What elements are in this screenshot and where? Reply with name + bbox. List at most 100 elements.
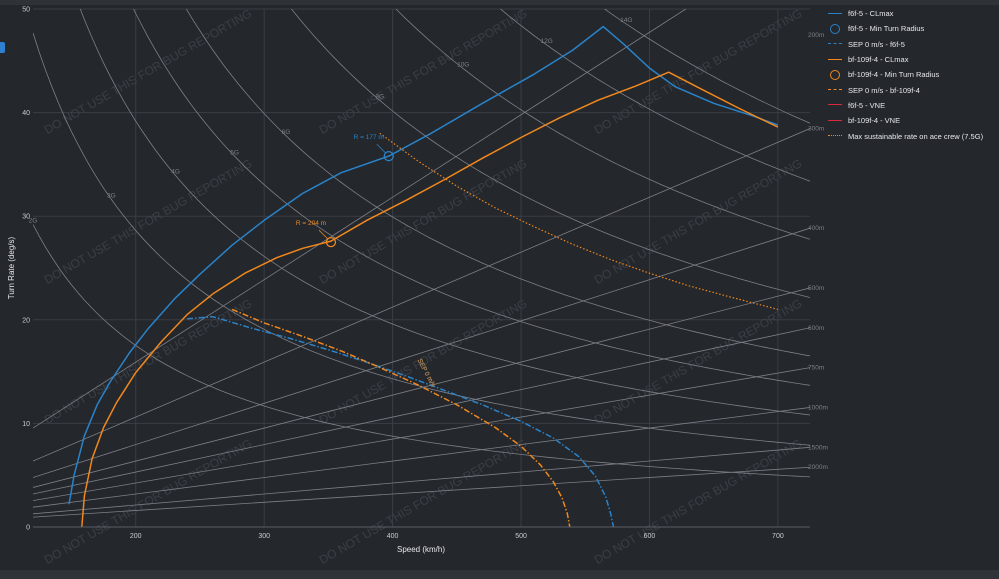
- legend-item[interactable]: f6f-5 - CLmax: [828, 6, 998, 21]
- turn-radius-line: [33, 287, 810, 488]
- load-factor-line: [603, 9, 810, 124]
- turn-radius-label: 750m: [808, 365, 824, 372]
- watermark-text: DO NOT USE THIS FOR BUG REPORTING: [42, 296, 255, 427]
- y-tick-label: 50: [22, 7, 30, 14]
- legend-label: SEP 0 m/s - f6f-5: [848, 39, 905, 49]
- load-factor-label: 3G: [107, 192, 116, 199]
- legend-swatch: [828, 115, 842, 127]
- min-turn-radius-marker: [383, 150, 394, 162]
- axes: 200 300 400 500 600 700 0 10 20 30 40 50 Speed (km…: [7, 7, 810, 554]
- legend-swatch: [828, 130, 842, 142]
- legend-swatch: [828, 54, 842, 66]
- x-tick-label: 600: [644, 533, 656, 540]
- load-factor-line: [133, 9, 810, 386]
- load-factor-label: 8G: [375, 93, 384, 100]
- chart-legend: f6f-5 - CLmax f6f-5 - Min Turn Radius SEP …: [828, 6, 998, 144]
- legend-label: f6f-5 - CLmax: [848, 9, 894, 19]
- series-layer: [68, 25, 779, 527]
- y-axis-label: Turn Rate (deg/s): [7, 236, 16, 299]
- load-factor-label: 6G: [282, 129, 291, 136]
- load-factor-label: 2G: [29, 217, 38, 224]
- bottom-scrollbar[interactable]: [0, 570, 999, 579]
- turn-radius-label: 300m: [808, 126, 824, 133]
- load-factor-label: 10G: [457, 62, 469, 69]
- legend-item[interactable]: bf-109f-4 - Min Turn Radius: [828, 67, 998, 82]
- series-line: [81, 71, 779, 527]
- x-tick-label: 400: [387, 533, 399, 540]
- legend-swatch: [828, 69, 842, 81]
- legend-label: Max sustainable rate on ace crew (7.5G): [848, 131, 984, 141]
- legend-swatch: [828, 23, 842, 35]
- legend-swatch: [828, 38, 842, 50]
- load-factor-line: [33, 224, 810, 478]
- grid-lines: [33, 8, 810, 528]
- watermark-text: DO NOT USE THIS FOR BUG REPORTING: [592, 436, 805, 567]
- legend-label: f6f-5 - VNE: [848, 100, 886, 110]
- x-tick-label: 500: [515, 533, 527, 540]
- legend-label: SEP 0 m/s - bf-109f-4: [848, 85, 920, 95]
- y-tick-label: 40: [22, 110, 30, 117]
- legend-item[interactable]: bf-109f-4 - CLmax: [828, 52, 998, 67]
- legend-swatch: [828, 84, 842, 96]
- load-factor-label: 14G: [620, 17, 632, 24]
- watermark-text: DO NOT USE THIS FOR BUG REPORTING: [42, 6, 255, 137]
- min-radius-markers: R = 177 m R = 204 m: [296, 134, 394, 248]
- turn-radius-line: [33, 227, 810, 478]
- legend-label: bf-109f-4 - Min Turn Radius: [848, 70, 940, 80]
- y-tick-label: 10: [22, 421, 30, 428]
- load-factor-line: [395, 9, 810, 240]
- series-line: [187, 315, 615, 527]
- watermark-text: DO NOT USE THIS FOR BUG REPORTING: [42, 156, 255, 287]
- guide-labels: 2G 3G 4G 5G 6G 8G 10G 12G 14G 200m 300m 400m 500m 600…: [29, 17, 828, 471]
- legend-swatch: [828, 8, 842, 20]
- load-factor-line: [185, 9, 810, 357]
- turn-radius-label: 600m: [808, 325, 824, 332]
- series-line: [231, 308, 571, 527]
- turn-radius-line: [33, 9, 687, 429]
- load-factor-label: 4G: [171, 169, 180, 176]
- series-line: [68, 25, 779, 505]
- legend-item[interactable]: bf-109f-4 - VNE: [828, 113, 998, 128]
- turn-radius-label: 400m: [808, 225, 824, 232]
- turn-radius-line: [33, 367, 810, 502]
- watermark-text: DO NOT USE THIS FOR BUG REPORTING: [592, 6, 805, 137]
- legend-item[interactable]: SEP 0 m/s - f6f-5: [828, 37, 998, 52]
- sidebar-toggle-handle[interactable]: [0, 42, 5, 53]
- min-turn-radius-label: R = 177 m: [354, 134, 384, 141]
- legend-item[interactable]: SEP 0 m/s - bf-109f-4: [828, 82, 998, 97]
- y-tick-label: 20: [22, 317, 30, 324]
- watermark-text: DO NOT USE THIS FOR BUG REPORTING: [317, 156, 530, 287]
- legend-label: bf-109f-4 - VNE: [848, 116, 901, 126]
- turn-radius-label: 500m: [808, 285, 824, 292]
- turn-radius-line: [33, 327, 810, 495]
- load-factor-line: [79, 9, 810, 416]
- min-turn-radius-marker: [325, 236, 337, 248]
- y-tick-label: 0: [26, 525, 30, 532]
- legend-item[interactable]: f6f-5 - Min Turn Radius: [828, 21, 998, 36]
- turn-radius-label: 2000m: [808, 464, 828, 471]
- legend-item[interactable]: Max sustainable rate on ace crew (7.5G): [828, 128, 998, 143]
- legend-label: bf-109f-4 - CLmax: [848, 55, 909, 65]
- top-toolbar-strip: [0, 0, 999, 5]
- legend-label: f6f-5 - Min Turn Radius: [848, 24, 925, 34]
- x-tick-label: 700: [772, 533, 784, 540]
- legend-item[interactable]: f6f-5 - VNE: [828, 98, 998, 113]
- watermark-text: DO NOT USE THIS FOR BUG REPORTING: [592, 156, 805, 287]
- turn-radius-line: [33, 446, 810, 515]
- turn-radius-line: [33, 128, 810, 462]
- x-tick-label: 300: [258, 533, 270, 540]
- min-turn-radius-label: R = 204 m: [296, 220, 326, 227]
- turn-radius-line: [33, 466, 810, 518]
- watermark-text: DO NOT USE THIS FOR BUG REPORTING: [592, 296, 805, 427]
- load-factor-label: 5G: [230, 149, 239, 156]
- x-axis-label: Speed (km/h): [397, 545, 445, 554]
- x-tick-label: 200: [130, 533, 142, 540]
- legend-swatch: [828, 99, 842, 111]
- marker-callout: [318, 229, 328, 239]
- load-factor-label: 12G: [541, 38, 553, 45]
- turn-radius-label: 1000m: [808, 404, 828, 411]
- guide-lines: [33, 9, 810, 518]
- marker-callout: [376, 143, 386, 153]
- turn-radius-label: 1500m: [808, 444, 828, 451]
